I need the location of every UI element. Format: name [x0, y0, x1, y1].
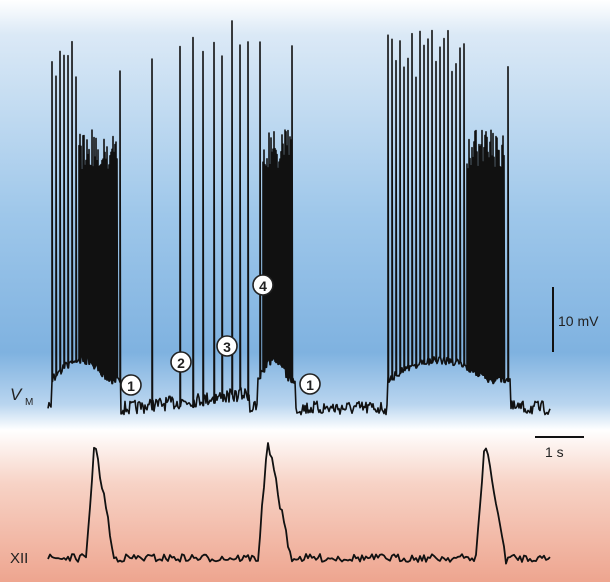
vm-label-subscript: M	[25, 397, 33, 408]
svg-text:4: 4	[259, 278, 267, 294]
svg-text:2: 2	[177, 355, 185, 371]
marker-1-right: 1	[299, 373, 321, 395]
svg-text:1: 1	[127, 378, 135, 394]
marker-1-left: 1	[120, 374, 142, 396]
marker-3: 3	[216, 335, 238, 357]
time-scale-label: 1 s	[545, 444, 564, 460]
svg-text:3: 3	[223, 339, 231, 355]
marker-2: 2	[170, 351, 192, 373]
marker-4: 4	[252, 274, 274, 296]
voltage-scale-label: 10 mV	[558, 313, 599, 329]
vm-label: V	[10, 385, 23, 404]
xii-trace-line	[47, 442, 551, 565]
vm-trace-line	[47, 20, 551, 416]
svg-text:1: 1	[306, 377, 314, 393]
xii-label: XII	[10, 550, 28, 567]
